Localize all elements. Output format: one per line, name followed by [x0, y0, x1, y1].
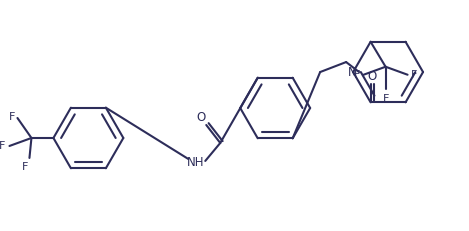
Text: F: F — [0, 141, 6, 151]
Text: N: N — [348, 66, 356, 79]
Text: F: F — [382, 94, 389, 104]
Text: O: O — [197, 112, 206, 125]
Text: F: F — [9, 112, 15, 122]
Text: F: F — [411, 70, 418, 80]
Text: NH: NH — [187, 156, 204, 170]
Text: O: O — [367, 70, 376, 83]
Text: F: F — [354, 70, 360, 80]
Text: F: F — [22, 162, 29, 172]
